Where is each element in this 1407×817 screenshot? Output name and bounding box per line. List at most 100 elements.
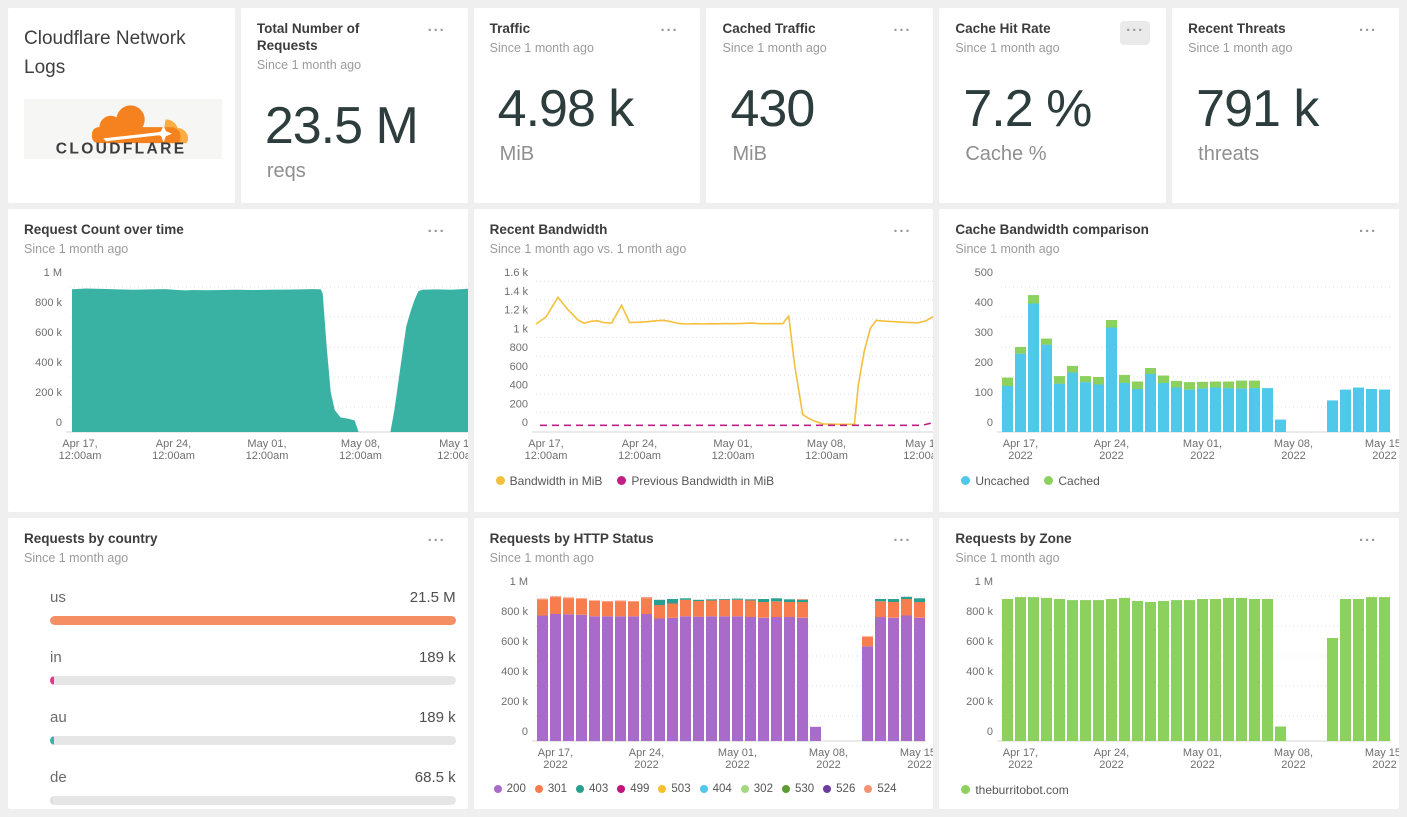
- panel-menu-button[interactable]: ···: [887, 531, 917, 555]
- svg-text:Apr 24,2022: Apr 24, 2022: [1094, 747, 1129, 771]
- legend-item[interactable]: Uncached: [961, 474, 1029, 488]
- svg-text:400: 400: [509, 379, 527, 391]
- legend-dot-icon: [961, 785, 971, 795]
- legend-label: 302: [753, 782, 773, 795]
- svg-text:1.6 k: 1.6 k: [504, 267, 528, 279]
- cloudflare-logo: CLOUDFLARE: [24, 98, 222, 160]
- svg-text:May 08,2022: May 08, 2022: [1274, 747, 1313, 771]
- panel-title: Cache Hit Rate: [955, 21, 1051, 36]
- cloudflare-cloud-icon: [91, 105, 189, 144]
- panel-total-requests: Total Number of Requests Since 1 month a…: [240, 8, 468, 203]
- panel-recent-bandwidth: Recent Bandwidth Since 1 month ago vs. 1…: [473, 209, 934, 512]
- panel-menu-button[interactable]: ···: [1120, 21, 1151, 45]
- panel-subtitle: Since 1 month ago: [955, 40, 1060, 55]
- panel-cache-hit-rate: Cache Hit Rate Since 1 month ago ··· 7.2…: [939, 8, 1167, 203]
- request-count-chart: 1 M 800 k 600 k 400 k 200 k 0 Apr 17, 12:00am Ap…: [24, 262, 468, 468]
- panel-menu-button[interactable]: ···: [654, 21, 684, 45]
- panel-cached-traffic: Cached Traffic Since 1 month ago ··· 430…: [706, 8, 934, 203]
- panel-dashboard-header: Cloudflare Network Logs CLOUDFLARE: [8, 8, 235, 203]
- panel-title: Request Count over time: [24, 222, 184, 237]
- legend-item[interactable]: 200: [493, 783, 526, 795]
- legend-dot-icon: [534, 784, 543, 793]
- legend-label: Previous Bandwidth in MiB: [631, 473, 775, 488]
- legend-item[interactable]: Bandwidth in MiB: [495, 473, 603, 488]
- country-bar-fill: [50, 795, 53, 805]
- panel-menu-button[interactable]: ···: [422, 21, 452, 45]
- legend-item[interactable]: 526: [823, 783, 855, 795]
- legend-item[interactable]: 404: [699, 783, 732, 795]
- legend-dot-icon: [781, 784, 790, 793]
- panel-menu-button[interactable]: ···: [1353, 531, 1383, 555]
- svg-text:0: 0: [56, 417, 62, 429]
- country-label: au: [50, 708, 67, 726]
- country-bar-track: [50, 795, 456, 805]
- svg-text:May 01,2022: May 01, 2022: [1183, 438, 1222, 462]
- legend-item[interactable]: theburritobot.com: [961, 783, 1069, 797]
- legend-item[interactable]: Cached: [1044, 473, 1100, 488]
- legend-label: 499: [630, 782, 650, 795]
- legend-item[interactable]: 403: [576, 783, 608, 795]
- svg-text:1 M: 1 M: [44, 267, 62, 279]
- panel-subtitle: Since 1 month ago: [24, 241, 129, 256]
- panel-menu-button[interactable]: ···: [422, 531, 452, 555]
- legend-item[interactable]: 499: [617, 783, 649, 795]
- svg-text:600 k: 600 k: [501, 636, 528, 648]
- legend-item[interactable]: 301: [534, 782, 568, 795]
- legend-label: Bandwidth in MiB: [509, 473, 603, 488]
- panel-menu-button[interactable]: ···: [1353, 21, 1383, 45]
- legend-dot-icon: [617, 476, 627, 486]
- panel-title: Traffic: [489, 21, 531, 36]
- legend-dot-icon: [864, 784, 873, 793]
- svg-text:May 01,12:00am: May 01, 12:00am: [246, 438, 289, 462]
- panel-request-count-over-time: Request Count over time Since 1 month ag…: [8, 209, 468, 512]
- cache-bandwidth-chart: 500 400 300 200 100 0 Apr 17, 2022 Apr 24, 2022 Ma…: [955, 262, 1399, 488]
- chart-legend: Uncached Cached: [961, 474, 1399, 488]
- svg-text:May 15,2022: May 15,2022: [1365, 438, 1399, 462]
- panel-menu-button[interactable]: ···: [887, 21, 917, 45]
- recent-bandwidth-plot: 1.6 k 1.4 k 1.2 k 1 k 800 600 400 200 0 Apr 17, 12…: [504, 267, 934, 462]
- svg-text:Apr 24,2022: Apr 24, 2022: [1094, 438, 1129, 462]
- kpi-unit: MiB: [732, 142, 767, 165]
- svg-text:May 112:00a: May 1 12:00a: [437, 438, 467, 462]
- svg-text:1.2 k: 1.2 k: [504, 304, 528, 316]
- legend-item[interactable]: 530: [781, 782, 815, 795]
- country-bar-track: [50, 735, 456, 745]
- country-row-in: in 189 k: [50, 649, 456, 685]
- legend-label: Cached: [1058, 473, 1100, 488]
- legend-item[interactable]: Previous Bandwidth in MiB: [617, 474, 774, 488]
- legend-dot-icon: [1044, 476, 1054, 486]
- country-row-au: au 189 k: [50, 709, 456, 745]
- country-value: 189 k: [418, 648, 456, 666]
- legend-item[interactable]: 302: [740, 782, 773, 795]
- country-value: 21.5 M: [409, 588, 456, 606]
- kpi-row: Cloudflare Network Logs CLOUDFLARE: [8, 8, 1399, 203]
- legend-item[interactable]: 503: [658, 782, 691, 795]
- kpi-value: 791 k: [1196, 79, 1319, 138]
- panel-menu-button[interactable]: ···: [1353, 222, 1383, 246]
- kpi-value: 23.5 M: [264, 96, 419, 155]
- legend-label: 530: [794, 782, 815, 795]
- country-bar-fill: [50, 735, 54, 745]
- panel-subtitle: Since 1 month ago: [256, 57, 362, 72]
- svg-text:Apr 17,12:00am: Apr 17, 12:00am: [524, 438, 567, 462]
- svg-text:May 08,2022: May 08, 2022: [809, 747, 848, 771]
- svg-text:Apr 24,2022: Apr 24, 2022: [628, 747, 663, 771]
- country-row-us: us 21.5 M: [50, 589, 456, 625]
- chart-legend: theburritobot.com: [961, 783, 1399, 797]
- kpi-unit: MiB: [499, 142, 535, 165]
- svg-text:May 15,2022: May 15,2022: [900, 747, 934, 771]
- svg-text:200 k: 200 k: [501, 696, 528, 708]
- cloudflare-logo-image: CLOUDFLARE: [24, 98, 222, 160]
- panel-menu-button[interactable]: ···: [422, 222, 452, 246]
- panel-requests-by-http-status: Requests by HTTP Status Since 1 month ag…: [473, 518, 934, 809]
- requests-by-zone-chart: 1 M 800 k 600 k 400 k 200 k 0 Apr 17, 2022 Apr 2…: [955, 571, 1399, 797]
- svg-text:600: 600: [509, 361, 527, 373]
- panel-menu-button[interactable]: ···: [887, 222, 917, 246]
- svg-text:1 M: 1 M: [975, 576, 993, 588]
- requests-by-zone-plot: 1 M 800 k 600 k 400 k 200 k 0 Apr 17, 2022 Apr 2…: [966, 576, 1399, 771]
- legend-label: 503: [671, 782, 691, 795]
- legend-item[interactable]: 524: [864, 783, 897, 795]
- legend-label: 301: [547, 782, 568, 795]
- panel-title: Requests by country: [24, 531, 158, 546]
